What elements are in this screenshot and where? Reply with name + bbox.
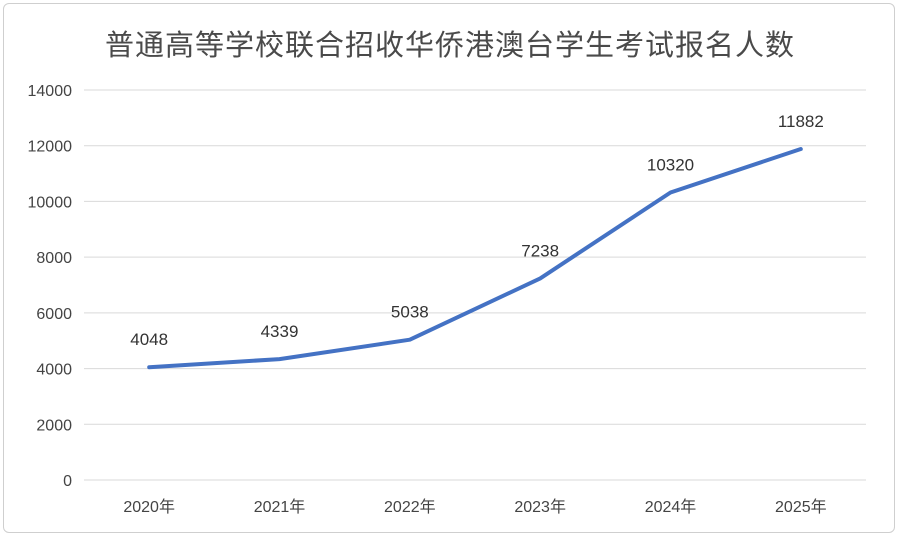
- data-label: 5038: [391, 303, 429, 322]
- series-group: [147, 147, 803, 370]
- data-label: 10320: [647, 156, 694, 175]
- x-tick-label: 2020年: [123, 498, 175, 516]
- y-tick-label: 4000: [36, 362, 72, 379]
- y-tick-label: 14000: [28, 83, 73, 100]
- data-label: 4048: [130, 330, 168, 349]
- series-line: [147, 147, 803, 370]
- data-labels: 4048 4339 5038 7238 10320 11882: [130, 112, 824, 349]
- x-tick-label: 2025年: [775, 498, 827, 516]
- chart-frame: [3, 3, 895, 533]
- x-axis-ticks: 2020年 2021年 2022年 2023年 2024年 2025年: [123, 498, 826, 516]
- y-axis-ticks: 0 2000 4000 6000 8000 10000 12000 14000: [28, 83, 73, 490]
- y-tick-label: 2000: [36, 417, 72, 434]
- x-tick-label: 2024年: [645, 498, 697, 516]
- y-tick-label: 6000: [36, 306, 72, 323]
- data-label: 11882: [778, 112, 824, 131]
- y-tick-label: 12000: [28, 139, 73, 156]
- data-label: 4339: [261, 322, 299, 341]
- x-tick-label: 2022年: [384, 498, 436, 516]
- gridlines: [84, 89, 866, 481]
- x-tick-label: 2021年: [254, 498, 306, 516]
- data-label: 7238: [521, 241, 559, 260]
- chart-title: 普通高等学校联合招收华侨港澳台学生考试报名人数: [104, 28, 795, 62]
- y-tick-label: 10000: [28, 194, 73, 211]
- y-tick-label: 0: [63, 473, 72, 490]
- x-tick-label: 2023年: [514, 498, 566, 516]
- y-tick-label: 8000: [36, 250, 72, 267]
